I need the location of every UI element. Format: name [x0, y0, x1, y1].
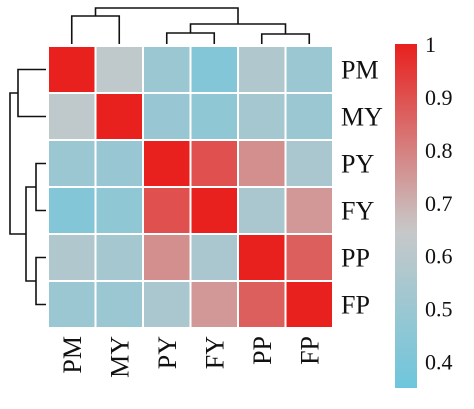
- heatmap-cell-fy-py: [144, 188, 190, 233]
- row-label-pp: PP: [341, 244, 370, 273]
- heatmap-cell-my-py: [144, 94, 190, 139]
- heatmap-cell-fp-pp: [239, 282, 285, 327]
- column-label-fp: FP: [295, 336, 324, 365]
- row-labels: PM MY PY FY PP FP: [341, 56, 383, 320]
- heatmap-cell-py-pp: [239, 141, 285, 186]
- colorbar-tick-label: 0.6: [425, 244, 453, 269]
- heatmap-cell-fp-py: [144, 282, 190, 327]
- colorbar: 1 0.9 0.8 0.7 0.6 0.5 0.4: [395, 32, 453, 388]
- dendro-left-group: [25, 186, 36, 282]
- column-label-pm: PM: [58, 336, 87, 374]
- heatmap-cell-py-fp: [286, 141, 332, 186]
- heatmap-cell-pm-py: [144, 47, 190, 92]
- column-label-my: MY: [105, 336, 134, 378]
- heatmap-background: [47, 45, 334, 329]
- row-label-my: MY: [341, 103, 383, 132]
- colorbar-gradient: [395, 44, 417, 388]
- heatmap-cell-my-pm: [49, 94, 95, 139]
- dendro-top-pm-my: [70, 15, 121, 44]
- top-dendrogram: [70, 7, 311, 44]
- heatmap-cell-pm-fy: [191, 47, 237, 92]
- heatmap-cell-fp-fy: [191, 282, 237, 327]
- heatmap-cell-pp-pp: [239, 235, 285, 280]
- heatmap-cell-pp-py: [144, 235, 190, 280]
- heatmap-cell-my-fp: [286, 94, 332, 139]
- heatmap-cell-pm-pp: [239, 47, 285, 92]
- dendro-top-pp-fp: [260, 33, 311, 44]
- dendro-left-pm-my: [17, 68, 46, 118]
- heatmap-cell-fp-my: [96, 282, 142, 327]
- heatmap-cell-fy-my: [96, 188, 142, 233]
- dendro-top-root: [94, 7, 239, 24]
- heatmap-cell-py-pm: [49, 141, 95, 186]
- heatmap-cell-pm-fp: [286, 47, 332, 92]
- heatmap-cell-pp-fp: [286, 235, 332, 280]
- row-label-pm: PM: [341, 56, 379, 85]
- heatmap-cell-pm-my: [96, 47, 142, 92]
- heatmap-cell-fy-fy: [191, 188, 237, 233]
- column-label-py: PY: [153, 336, 182, 369]
- column-label-pp: PP: [248, 336, 277, 365]
- left-dendrogram: [9, 68, 46, 306]
- heatmap-cell-fy-fp: [286, 188, 332, 233]
- heatmap-cell-pm-pm: [49, 47, 95, 92]
- heatmap-cell-fy-pp: [239, 188, 285, 233]
- colorbar-tick-label: 0.5: [425, 297, 453, 322]
- column-labels: PM MY PY FY PP FP: [58, 336, 325, 378]
- row-label-fp: FP: [341, 291, 370, 320]
- heatmap-cell-pp-fy: [191, 235, 237, 280]
- dendro-left-pp-fp: [35, 256, 46, 306]
- heatmap-cell-pp-pm: [49, 235, 95, 280]
- heatmap-cells: [47, 45, 334, 329]
- colorbar-tick-label: 1: [425, 32, 436, 57]
- colorbar-tick-label: 0.7: [425, 191, 453, 216]
- row-label-py: PY: [341, 150, 374, 179]
- dendro-left-py-fy: [35, 162, 46, 212]
- heatmap-cell-my-pp: [239, 94, 285, 139]
- heatmap-cell-fp-pm: [49, 282, 95, 327]
- colorbar-tick-label: 0.9: [425, 85, 453, 110]
- heatmap-cell-pp-my: [96, 235, 142, 280]
- dendro-top-py-fy: [165, 32, 216, 44]
- colorbar-tick-label: 0.8: [425, 138, 453, 163]
- heatmap-cell-my-my: [96, 94, 142, 139]
- heatmap-cell-py-py: [144, 141, 190, 186]
- heatmap-cell-fp-fp: [286, 282, 332, 327]
- column-label-fy: FY: [200, 336, 229, 369]
- heatmap-cell-fy-pm: [49, 188, 95, 233]
- heatmap-cell-py-fy: [191, 141, 237, 186]
- heatmap-cell-py-my: [96, 141, 142, 186]
- dendro-left-root: [9, 92, 26, 235]
- colorbar-tick-label: 0.4: [425, 350, 453, 375]
- row-label-fy: FY: [341, 197, 374, 226]
- heatmap-cell-my-fy: [191, 94, 237, 139]
